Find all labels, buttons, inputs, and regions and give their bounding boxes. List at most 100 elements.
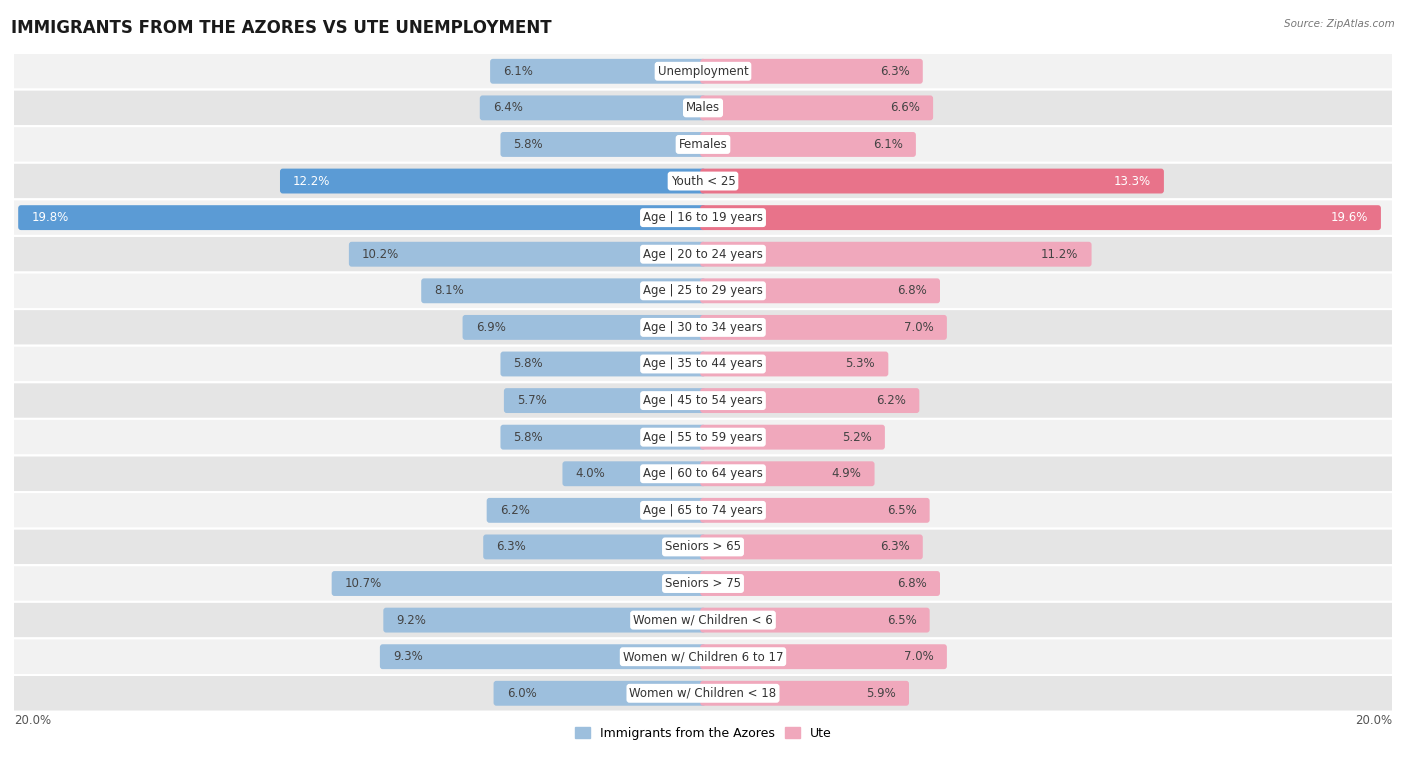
Text: Age | 30 to 34 years: Age | 30 to 34 years	[643, 321, 763, 334]
FancyBboxPatch shape	[700, 205, 1381, 230]
FancyBboxPatch shape	[562, 461, 706, 486]
Text: Youth < 25: Youth < 25	[671, 175, 735, 188]
Text: 7.0%: 7.0%	[904, 321, 934, 334]
FancyBboxPatch shape	[479, 95, 706, 120]
Text: 10.7%: 10.7%	[344, 577, 382, 590]
Text: 5.9%: 5.9%	[866, 687, 896, 699]
FancyBboxPatch shape	[700, 461, 875, 486]
FancyBboxPatch shape	[0, 199, 1406, 236]
FancyBboxPatch shape	[700, 59, 922, 84]
FancyBboxPatch shape	[18, 205, 706, 230]
Text: 5.7%: 5.7%	[517, 394, 547, 407]
Text: 6.1%: 6.1%	[503, 65, 533, 78]
Text: Age | 45 to 54 years: Age | 45 to 54 years	[643, 394, 763, 407]
Text: 11.2%: 11.2%	[1040, 248, 1078, 260]
FancyBboxPatch shape	[700, 608, 929, 633]
Text: 6.5%: 6.5%	[887, 614, 917, 627]
Text: 4.9%: 4.9%	[831, 467, 862, 480]
Text: 5.8%: 5.8%	[513, 431, 543, 444]
Text: 13.3%: 13.3%	[1114, 175, 1152, 188]
Text: Age | 16 to 19 years: Age | 16 to 19 years	[643, 211, 763, 224]
FancyBboxPatch shape	[0, 126, 1406, 163]
Text: Seniors > 65: Seniors > 65	[665, 540, 741, 553]
FancyBboxPatch shape	[503, 388, 706, 413]
Text: 5.2%: 5.2%	[842, 431, 872, 444]
FancyBboxPatch shape	[0, 419, 1406, 456]
FancyBboxPatch shape	[501, 425, 706, 450]
FancyBboxPatch shape	[700, 644, 946, 669]
Text: 19.8%: 19.8%	[31, 211, 69, 224]
FancyBboxPatch shape	[0, 565, 1406, 602]
Text: Women w/ Children 6 to 17: Women w/ Children 6 to 17	[623, 650, 783, 663]
FancyBboxPatch shape	[349, 241, 706, 266]
Text: 9.2%: 9.2%	[396, 614, 426, 627]
Text: 6.4%: 6.4%	[494, 101, 523, 114]
FancyBboxPatch shape	[700, 169, 1164, 194]
Text: 6.2%: 6.2%	[876, 394, 907, 407]
FancyBboxPatch shape	[700, 534, 922, 559]
FancyBboxPatch shape	[700, 681, 910, 706]
Text: 6.5%: 6.5%	[887, 504, 917, 517]
Text: 20.0%: 20.0%	[14, 714, 51, 727]
Legend: Immigrants from the Azores, Ute: Immigrants from the Azores, Ute	[569, 722, 837, 745]
FancyBboxPatch shape	[422, 279, 706, 304]
FancyBboxPatch shape	[0, 602, 1406, 638]
Text: Age | 65 to 74 years: Age | 65 to 74 years	[643, 504, 763, 517]
Text: Age | 20 to 24 years: Age | 20 to 24 years	[643, 248, 763, 260]
Text: 6.8%: 6.8%	[897, 577, 927, 590]
Text: 6.9%: 6.9%	[475, 321, 506, 334]
Text: IMMIGRANTS FROM THE AZORES VS UTE UNEMPLOYMENT: IMMIGRANTS FROM THE AZORES VS UTE UNEMPL…	[11, 19, 553, 37]
FancyBboxPatch shape	[491, 59, 706, 84]
Text: Women w/ Children < 6: Women w/ Children < 6	[633, 614, 773, 627]
FancyBboxPatch shape	[0, 382, 1406, 419]
Text: 12.2%: 12.2%	[292, 175, 330, 188]
FancyBboxPatch shape	[0, 675, 1406, 712]
Text: 6.0%: 6.0%	[506, 687, 537, 699]
FancyBboxPatch shape	[380, 644, 706, 669]
FancyBboxPatch shape	[700, 241, 1091, 266]
FancyBboxPatch shape	[384, 608, 706, 633]
FancyBboxPatch shape	[0, 528, 1406, 565]
FancyBboxPatch shape	[700, 498, 929, 523]
Text: Age | 60 to 64 years: Age | 60 to 64 years	[643, 467, 763, 480]
Text: 10.2%: 10.2%	[361, 248, 399, 260]
FancyBboxPatch shape	[501, 132, 706, 157]
FancyBboxPatch shape	[484, 534, 706, 559]
FancyBboxPatch shape	[700, 425, 884, 450]
FancyBboxPatch shape	[700, 279, 941, 304]
Text: 4.0%: 4.0%	[575, 467, 606, 480]
FancyBboxPatch shape	[0, 273, 1406, 309]
FancyBboxPatch shape	[0, 492, 1406, 528]
FancyBboxPatch shape	[0, 236, 1406, 273]
Text: 19.6%: 19.6%	[1330, 211, 1368, 224]
Text: Age | 55 to 59 years: Age | 55 to 59 years	[643, 431, 763, 444]
FancyBboxPatch shape	[280, 169, 706, 194]
FancyBboxPatch shape	[700, 132, 915, 157]
Text: Age | 35 to 44 years: Age | 35 to 44 years	[643, 357, 763, 370]
FancyBboxPatch shape	[0, 456, 1406, 492]
Text: 9.3%: 9.3%	[392, 650, 423, 663]
Text: Seniors > 75: Seniors > 75	[665, 577, 741, 590]
Text: 6.1%: 6.1%	[873, 138, 903, 151]
Text: 6.3%: 6.3%	[880, 65, 910, 78]
Text: Source: ZipAtlas.com: Source: ZipAtlas.com	[1284, 19, 1395, 29]
FancyBboxPatch shape	[0, 163, 1406, 199]
FancyBboxPatch shape	[700, 571, 941, 596]
FancyBboxPatch shape	[700, 388, 920, 413]
FancyBboxPatch shape	[0, 89, 1406, 126]
Text: 6.3%: 6.3%	[496, 540, 526, 553]
Text: Males: Males	[686, 101, 720, 114]
FancyBboxPatch shape	[0, 346, 1406, 382]
FancyBboxPatch shape	[700, 351, 889, 376]
Text: 5.3%: 5.3%	[845, 357, 875, 370]
FancyBboxPatch shape	[700, 95, 934, 120]
Text: 6.2%: 6.2%	[499, 504, 530, 517]
FancyBboxPatch shape	[0, 309, 1406, 346]
FancyBboxPatch shape	[700, 315, 946, 340]
Text: 8.1%: 8.1%	[434, 285, 464, 298]
Text: 5.8%: 5.8%	[513, 138, 543, 151]
FancyBboxPatch shape	[0, 638, 1406, 675]
FancyBboxPatch shape	[501, 351, 706, 376]
Text: 6.8%: 6.8%	[897, 285, 927, 298]
Text: 20.0%: 20.0%	[1355, 714, 1392, 727]
